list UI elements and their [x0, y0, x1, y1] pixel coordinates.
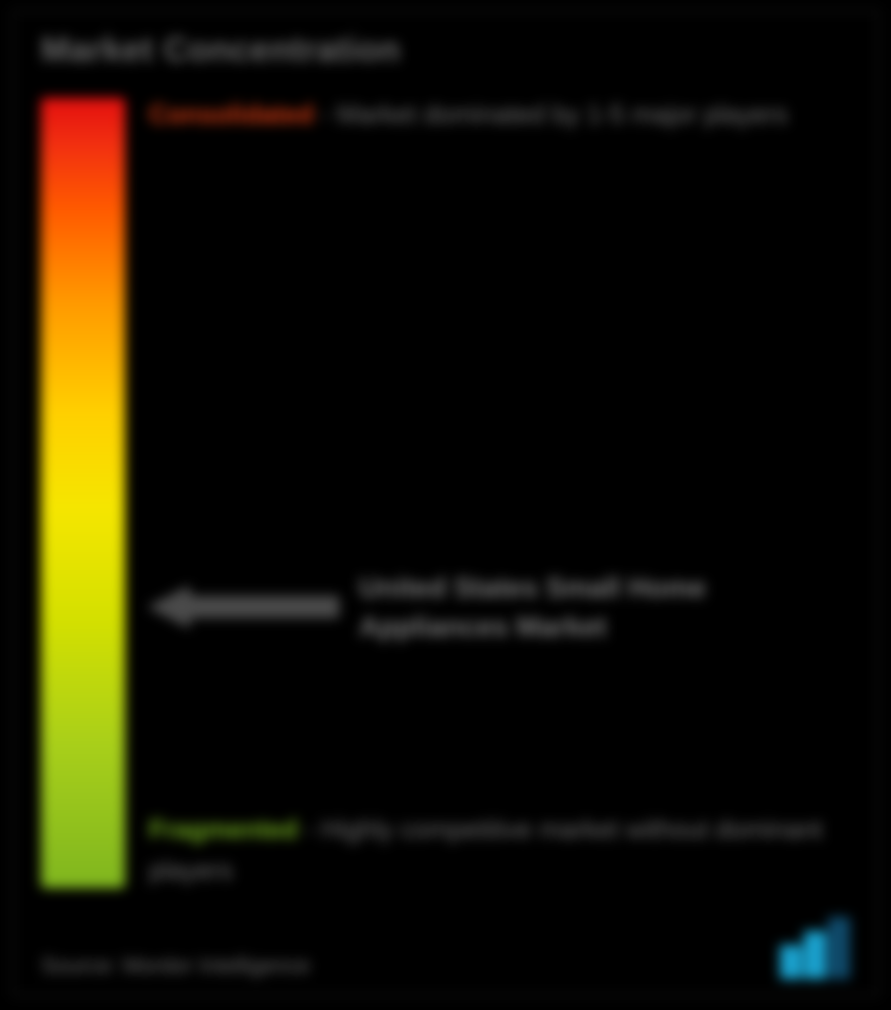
page-title: Market Concentration [41, 31, 850, 70]
market-pointer: United States Small Home Appliances Mark… [149, 568, 840, 646]
arrow-shape [149, 587, 339, 627]
source-text: Source: Mordor Intelligence [41, 953, 310, 979]
labels-column: Consolidated - Market dominated by 1-5 m… [149, 98, 850, 888]
logo-bar-3 [828, 917, 850, 979]
market-name-text: United States Small Home Appliances Mark… [359, 568, 840, 646]
logo-bar-1 [780, 945, 802, 979]
fragmented-label: Fragmented - Highly competitive market w… [149, 809, 840, 890]
concentration-gradient-bar [41, 98, 125, 888]
fragmented-keyword: Fragmented [149, 814, 298, 844]
consolidated-keyword: Consolidated [149, 99, 314, 129]
infographic-frame: Market Concentration Consolidated - Mark… [12, 10, 879, 996]
content-row: Consolidated - Market dominated by 1-5 m… [41, 98, 850, 888]
left-arrow-icon [149, 585, 339, 629]
consolidated-label: Consolidated - Market dominated by 1-5 m… [149, 94, 840, 134]
mordor-logo-icon [780, 917, 850, 979]
consolidated-desc: - Market dominated by 1-5 major players [314, 99, 788, 129]
footer-row: Source: Mordor Intelligence [41, 917, 850, 979]
logo-bar-2 [804, 931, 826, 979]
